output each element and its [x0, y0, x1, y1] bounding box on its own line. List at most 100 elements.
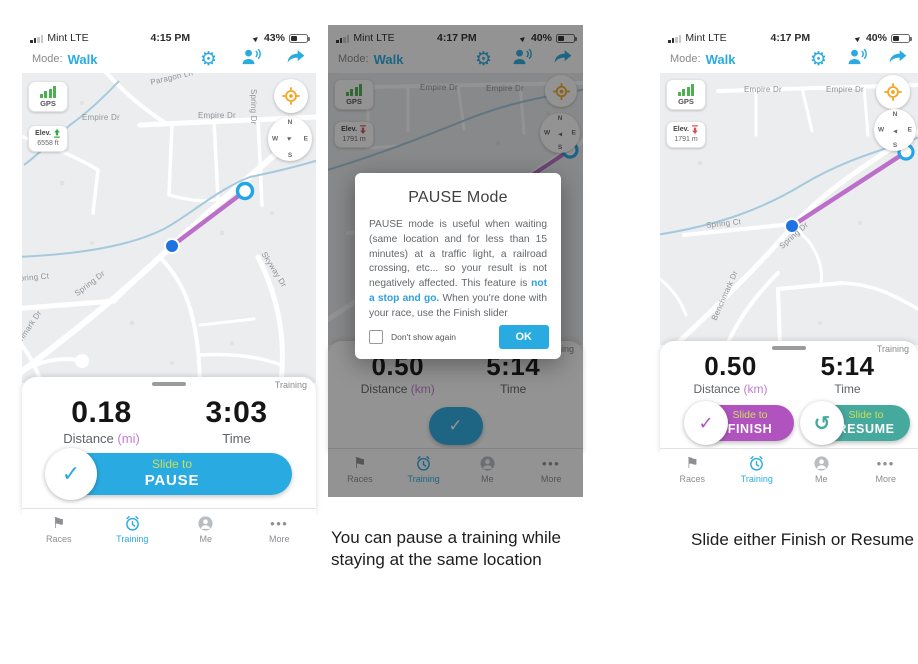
- checkbox-label: Don't show again: [391, 332, 456, 342]
- status-time: 4:17 PM: [770, 32, 811, 44]
- carrier-label: Mint LTE: [353, 32, 395, 44]
- person-icon: [813, 454, 830, 472]
- settings-icon[interactable]: ⚙: [809, 48, 827, 70]
- flag-icon: ⚑: [353, 454, 367, 472]
- mode-value[interactable]: Walk: [373, 51, 404, 67]
- locate-me-button[interactable]: [876, 75, 910, 109]
- share-icon[interactable]: [286, 48, 306, 70]
- street-label: Empire Dr: [826, 85, 864, 94]
- carrier-label: Mint LTE: [47, 32, 89, 44]
- carrier-label: Mint LTE: [685, 32, 727, 44]
- resume-history-icon: ↺: [813, 412, 831, 435]
- gps-signal-badge: GPS: [28, 81, 68, 112]
- location-services-icon: ►: [250, 32, 262, 44]
- battery-icon: [555, 33, 577, 43]
- nav-me[interactable]: Me: [169, 514, 243, 544]
- nav-more[interactable]: ••• More: [875, 455, 896, 485]
- dialog-emphasis: not a stop and go.: [369, 278, 547, 304]
- share-icon[interactable]: [553, 48, 573, 70]
- distance-stat: 0.50 Distance (km): [693, 351, 768, 397]
- locate-me-button[interactable]: [545, 75, 577, 107]
- gps-signal-badge: GPS: [666, 79, 706, 110]
- battery-percent: 43%: [263, 32, 285, 44]
- mode-label: Mode:: [338, 53, 369, 65]
- app-header: Mode: Walk ⚙: [22, 45, 316, 73]
- street-label: Empire Dr: [486, 84, 524, 93]
- nav-training[interactable]: Training: [392, 454, 456, 484]
- map-view[interactable]: Paragon Ln Empire Dr Empire Dr Spring Dr…: [22, 73, 316, 383]
- status-time: 4:17 PM: [436, 32, 477, 44]
- stats-row: 0.50 Distance (km) 5:14 Time: [660, 351, 918, 397]
- compass-button[interactable]: N E S W ►: [268, 117, 312, 161]
- drag-handle[interactable]: [152, 382, 186, 386]
- phone-screenshot-left: Mint LTE 4:15 PM ► 43% Mode: Walk ⚙: [22, 25, 316, 552]
- street-label: Spring Dr: [249, 89, 258, 125]
- collapsed-slider-button[interactable]: ✓: [428, 407, 483, 445]
- slide-to-pause-slider[interactable]: ✓ Slide to PAUSE: [45, 448, 292, 500]
- compass-needle-icon: ►: [285, 133, 295, 143]
- compass-button[interactable]: N E S W ►: [874, 109, 916, 151]
- slide-to-resume-slider[interactable]: ↺ Slide to RESUME: [800, 401, 910, 445]
- battery-icon: [288, 33, 310, 43]
- sheet-context-label: Training: [274, 380, 307, 390]
- voice-coach-icon[interactable]: [241, 48, 262, 70]
- drag-handle[interactable]: [772, 346, 806, 350]
- gps-bars-icon: [29, 86, 67, 98]
- dont-show-again-checkbox[interactable]: [369, 330, 383, 344]
- compass-button[interactable]: N E S W ►: [540, 113, 580, 153]
- current-position-dot: [164, 238, 180, 254]
- slider-knob[interactable]: ↺: [800, 401, 844, 445]
- app-header: Mode: Walk ⚙: [660, 45, 918, 73]
- street-label: Empire Dr: [420, 83, 458, 92]
- current-position-dot: [784, 218, 800, 234]
- dialog-title: PAUSE Mode: [408, 189, 508, 206]
- app-header: Mode: Walk ⚙: [328, 45, 583, 73]
- cellular-signal-icon: [668, 35, 682, 44]
- battery-percent: 40%: [865, 32, 887, 44]
- nav-me[interactable]: Me: [789, 454, 854, 484]
- elevation-down-icon: [692, 125, 698, 134]
- map-view[interactable]: Empire Dr Empire Dr Spring Ct Spring Dr …: [660, 73, 918, 345]
- share-icon[interactable]: [888, 48, 908, 70]
- nav-races[interactable]: ⚑ Races: [679, 454, 705, 485]
- battery-icon: [890, 33, 912, 43]
- check-icon: ✓: [61, 461, 81, 486]
- slider-knob[interactable]: ✓: [684, 401, 728, 445]
- slider-knob[interactable]: ✓: [45, 448, 97, 500]
- elevation-badge: Elev. 6558 ft: [28, 125, 68, 152]
- person-icon: [197, 514, 214, 532]
- nav-more[interactable]: ••• More: [540, 455, 562, 485]
- settings-icon[interactable]: ⚙: [199, 48, 217, 70]
- mode-value[interactable]: Walk: [705, 51, 736, 67]
- mode-label: Mode:: [670, 53, 701, 65]
- slide-to-finish-slider[interactable]: ✓ Slide to FINISH: [684, 401, 794, 445]
- pause-mode-dialog: PAUSE Mode PAUSE mode is useful when wai…: [355, 173, 561, 359]
- locate-icon: [282, 87, 300, 105]
- map-artwork: [22, 73, 316, 383]
- distance-unit: (km): [410, 382, 435, 397]
- sheet-context-label: Training: [876, 344, 909, 354]
- cellular-signal-icon: [30, 35, 44, 44]
- ok-button[interactable]: OK: [498, 325, 549, 349]
- location-services-icon: ►: [852, 32, 864, 44]
- route-line: [169, 188, 248, 249]
- nav-training[interactable]: Training: [96, 514, 170, 544]
- mode-value[interactable]: Walk: [67, 51, 98, 67]
- street-label: Empire Dr: [82, 113, 120, 122]
- settings-icon[interactable]: ⚙: [474, 48, 492, 70]
- nav-races[interactable]: ⚑ Races: [45, 514, 72, 545]
- gps-signal-badge: GPS: [334, 79, 374, 110]
- nav-more[interactable]: ••• More: [268, 515, 290, 545]
- voice-coach-icon[interactable]: [847, 48, 868, 70]
- elevation-up-icon: [54, 129, 60, 138]
- nav-training[interactable]: Training: [725, 454, 790, 484]
- alarm-clock-icon: [124, 514, 141, 532]
- map-artwork: [660, 83, 918, 345]
- nav-races[interactable]: ⚑ Races: [347, 454, 373, 485]
- check-icon: ✓: [448, 416, 463, 435]
- locate-me-button[interactable]: [274, 79, 308, 113]
- bottom-nav: ⚑ Races Training Me ••• More: [22, 508, 316, 552]
- voice-coach-icon[interactable]: [512, 48, 533, 70]
- nav-me[interactable]: Me: [456, 454, 520, 484]
- alarm-clock-icon: [415, 454, 432, 472]
